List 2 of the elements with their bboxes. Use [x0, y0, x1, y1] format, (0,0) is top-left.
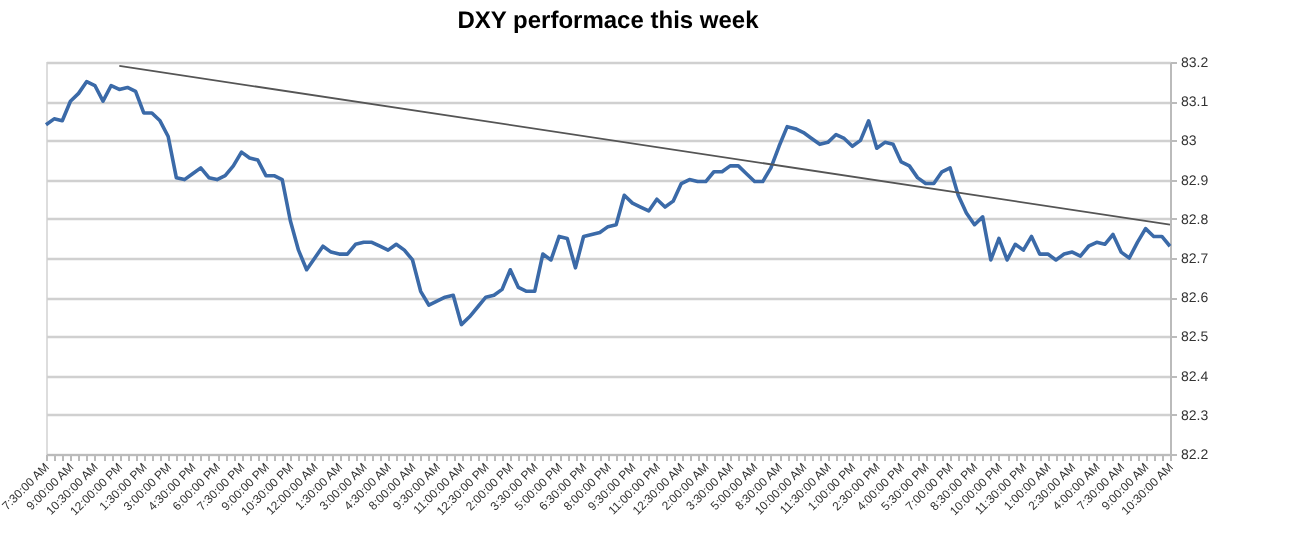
- line-series: [44, 79, 1172, 327]
- chart-title: DXY performace this week: [457, 6, 760, 34]
